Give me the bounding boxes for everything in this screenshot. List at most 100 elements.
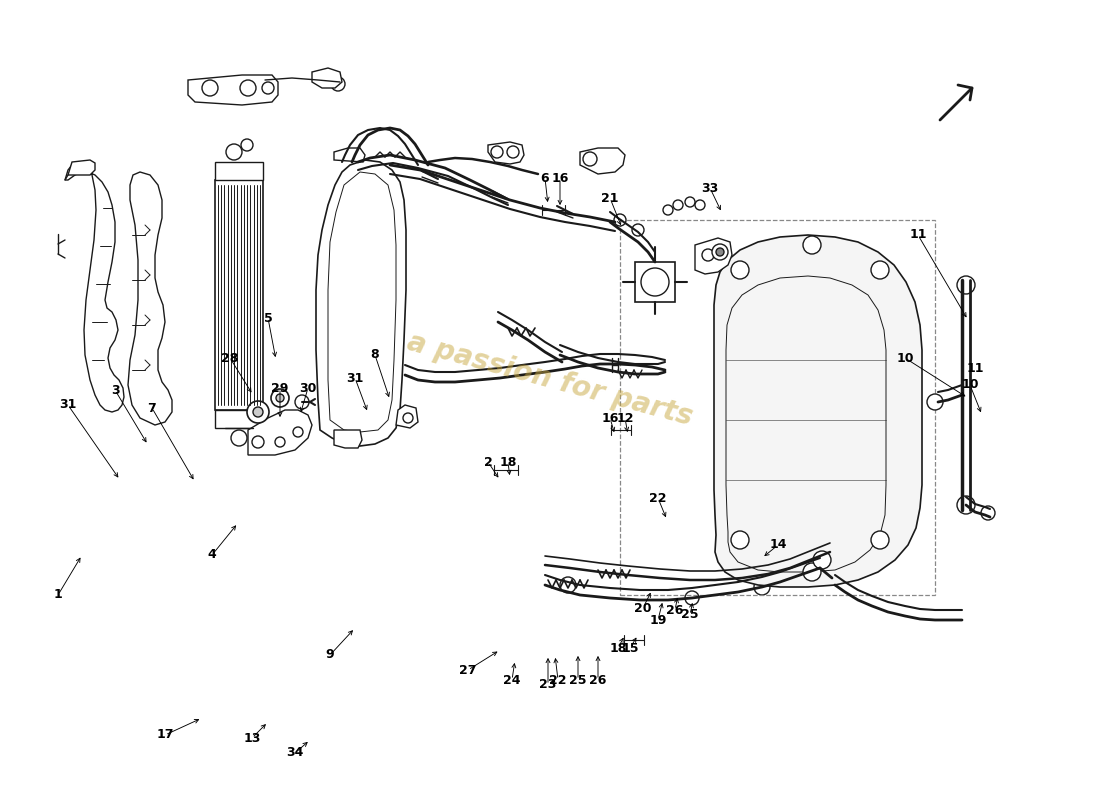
Circle shape [491,146,503,158]
Polygon shape [635,262,675,302]
Text: 3: 3 [111,383,119,397]
Polygon shape [188,75,278,105]
Circle shape [614,214,626,226]
Circle shape [202,80,218,96]
Text: 16: 16 [602,411,618,425]
Polygon shape [68,160,95,175]
Text: 27: 27 [460,663,476,677]
Circle shape [813,551,830,569]
Text: 30: 30 [299,382,317,394]
Circle shape [226,144,242,160]
Circle shape [803,236,821,254]
Circle shape [673,200,683,210]
Circle shape [712,244,728,260]
Circle shape [754,579,770,595]
Circle shape [716,248,724,256]
Circle shape [732,531,749,549]
Circle shape [695,200,705,210]
Circle shape [295,395,309,409]
Text: 2: 2 [484,455,493,469]
Polygon shape [488,142,524,164]
Circle shape [702,249,714,261]
Circle shape [262,82,274,94]
Text: 26: 26 [590,674,607,686]
Circle shape [957,496,975,514]
Text: 8: 8 [371,349,380,362]
Text: 28: 28 [221,351,239,365]
Circle shape [252,436,264,448]
Circle shape [957,276,975,294]
Circle shape [253,407,263,417]
Circle shape [248,401,270,423]
Text: 16: 16 [551,171,569,185]
Circle shape [732,261,749,279]
Text: 33: 33 [702,182,718,194]
Text: 13: 13 [243,731,261,745]
Circle shape [275,437,285,447]
Circle shape [271,389,289,407]
Text: 14: 14 [769,538,786,551]
Polygon shape [334,430,362,448]
Circle shape [641,268,669,296]
Circle shape [231,430,248,446]
Circle shape [403,413,412,423]
Circle shape [583,152,597,166]
Text: 31: 31 [59,398,77,411]
Text: 20: 20 [635,602,651,614]
Polygon shape [714,235,922,587]
Text: 15: 15 [621,642,639,654]
Text: 25: 25 [570,674,586,686]
Text: 10: 10 [896,351,914,365]
Polygon shape [695,238,732,274]
Polygon shape [128,172,172,425]
Circle shape [241,139,253,151]
Text: 25: 25 [681,609,698,622]
Circle shape [871,261,889,279]
Text: 4: 4 [208,549,217,562]
Text: 29: 29 [272,382,288,394]
Polygon shape [65,162,124,412]
Text: 19: 19 [649,614,667,626]
Circle shape [803,563,821,581]
Circle shape [685,197,695,207]
Polygon shape [214,180,263,410]
Text: a passion for parts: a passion for parts [404,328,696,432]
Text: 5: 5 [264,311,273,325]
Circle shape [632,224,644,236]
Text: 18: 18 [499,455,517,469]
Text: 22: 22 [549,674,566,686]
Circle shape [927,394,943,410]
Text: 21: 21 [602,191,618,205]
Circle shape [663,205,673,215]
Text: 26: 26 [667,603,684,617]
Polygon shape [248,410,312,455]
Circle shape [812,557,828,573]
Text: 7: 7 [147,402,156,414]
Polygon shape [214,410,263,428]
Polygon shape [214,162,263,180]
Polygon shape [312,68,342,88]
Text: 11: 11 [966,362,983,374]
Text: 12: 12 [616,411,634,425]
Text: 10: 10 [961,378,979,391]
Circle shape [507,146,519,158]
Text: 9: 9 [326,649,334,662]
Circle shape [981,506,996,520]
Polygon shape [334,148,365,162]
Circle shape [871,531,889,549]
Circle shape [293,427,303,437]
Polygon shape [580,148,625,174]
Polygon shape [396,405,418,428]
Circle shape [331,77,345,91]
Text: 17: 17 [156,729,174,742]
Text: 1: 1 [54,589,63,602]
Text: 18: 18 [609,642,627,654]
Text: 24: 24 [504,674,520,686]
Polygon shape [316,160,406,446]
Text: 6: 6 [541,171,549,185]
Text: 23: 23 [539,678,557,691]
Text: 22: 22 [649,491,667,505]
Text: 11: 11 [910,229,926,242]
Circle shape [685,591,698,605]
Circle shape [560,577,576,593]
